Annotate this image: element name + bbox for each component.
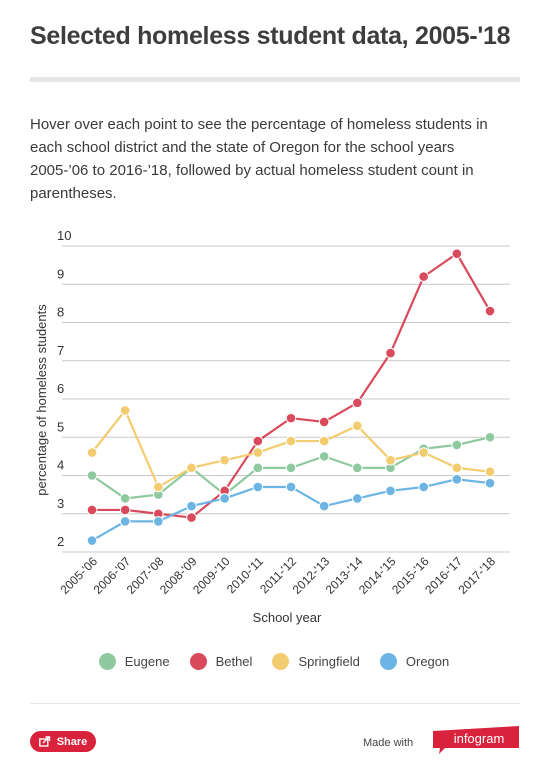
data-point-bethel[interactable] (86, 504, 98, 516)
data-point-eugene[interactable] (451, 439, 463, 451)
legend-label: Eugene (124, 654, 170, 669)
data-point-springfield[interactable] (186, 462, 197, 474)
data-point-bethel[interactable] (352, 397, 363, 409)
title-divider (30, 77, 520, 82)
data-point-bethel[interactable] (385, 347, 396, 359)
legend-label: Springfield (298, 654, 360, 669)
y-tick-label: 7 (57, 343, 64, 358)
series-lines (91, 252, 491, 542)
data-point-springfield[interactable] (352, 420, 363, 432)
legend-label: Bethel (215, 654, 253, 669)
data-point-springfield[interactable] (153, 481, 164, 493)
data-point-springfield[interactable] (484, 466, 496, 477)
x-axis-ticks: 2005-'062006-'072007-'082008-'092009-'10… (57, 554, 498, 597)
data-point-springfield[interactable] (119, 405, 131, 416)
infogram-logo[interactable]: infogram (433, 726, 521, 754)
series-line-bethel (92, 252, 491, 519)
y-tick-label: 2 (57, 534, 64, 549)
data-point-eugene[interactable] (318, 451, 330, 462)
chart-legend: Eugene Bethel Springfield Oregon (0, 653, 548, 670)
data-point-eugene[interactable] (252, 462, 264, 474)
data-point-springfield[interactable] (86, 447, 98, 458)
series-points (86, 248, 496, 546)
chart-description: Hover over each point to see the percent… (30, 116, 488, 202)
data-point-oregon[interactable] (119, 516, 131, 527)
share-button[interactable]: Share (30, 731, 96, 752)
data-point-eugene[interactable] (119, 493, 131, 504)
data-point-oregon[interactable] (352, 493, 363, 504)
data-point-oregon[interactable] (318, 500, 330, 512)
y-tick-label: 3 (57, 496, 64, 511)
data-point-bethel[interactable] (186, 512, 197, 523)
data-point-oregon[interactable] (219, 493, 230, 504)
data-point-bethel[interactable] (318, 416, 330, 428)
data-point-springfield[interactable] (418, 447, 429, 458)
data-point-oregon[interactable] (418, 481, 429, 493)
legend-item-springfield[interactable]: Springfield (272, 653, 360, 670)
y-tick-label: 8 (57, 305, 64, 320)
data-point-bethel[interactable] (484, 305, 496, 317)
y-tick-label: 5 (57, 419, 64, 434)
data-point-oregon[interactable] (285, 481, 297, 493)
x-tick-label: 2009-'10 (190, 554, 233, 597)
legend-label: Oregon (405, 654, 450, 669)
chart-grid (62, 245, 510, 553)
legend-item-bethel[interactable]: Bethel (189, 653, 253, 670)
y-tick-label: 4 (57, 458, 64, 473)
line-chart: 2 3 4 5 6 7 8 9 10 2005-'062006-'072007-'082008-… (34, 228, 510, 625)
chart-title: Selected homeless student data, 2005-'18 (30, 22, 511, 50)
data-point-bethel[interactable] (418, 271, 429, 282)
data-point-eugene[interactable] (86, 470, 98, 481)
data-point-springfield[interactable] (219, 454, 230, 466)
data-point-springfield[interactable] (318, 435, 330, 447)
legend-item-eugene[interactable]: Eugene (98, 653, 170, 670)
legend-swatch (272, 653, 290, 670)
data-point-springfield[interactable] (451, 462, 463, 474)
legend-item-oregon[interactable]: Oregon (379, 653, 450, 670)
data-point-bethel[interactable] (119, 504, 131, 516)
y-axis-ticks: 2 3 4 5 6 7 8 9 10 (57, 228, 71, 549)
data-point-oregon[interactable] (451, 474, 463, 485)
data-point-oregon[interactable] (484, 477, 496, 489)
legend-swatch (189, 653, 207, 670)
legend-swatch (98, 653, 116, 670)
data-point-bethel[interactable] (285, 412, 297, 424)
data-point-oregon[interactable] (186, 500, 197, 512)
data-point-springfield[interactable] (252, 447, 264, 458)
x-tick-label: 2017-'18 (455, 554, 498, 597)
y-tick-label: 9 (57, 266, 64, 281)
data-point-oregon[interactable] (86, 535, 98, 546)
y-tick-label: 6 (57, 381, 64, 396)
share-button-label: Share (56, 735, 88, 748)
data-point-eugene[interactable] (352, 462, 363, 474)
data-point-springfield[interactable] (285, 435, 297, 447)
data-point-oregon[interactable] (385, 485, 396, 497)
data-point-springfield[interactable] (385, 454, 396, 466)
infogram-logo-text: infogram (454, 731, 505, 746)
legend-swatch (379, 653, 397, 670)
data-point-oregon[interactable] (153, 516, 164, 527)
data-point-oregon[interactable] (252, 481, 264, 493)
data-point-bethel[interactable] (451, 248, 463, 259)
x-axis-label: School year (253, 610, 322, 625)
y-tick-label: 10 (57, 228, 71, 243)
share-icon (38, 736, 50, 747)
data-point-eugene[interactable] (285, 462, 297, 474)
made-with-text: Made with (363, 737, 414, 749)
footer-divider (30, 703, 520, 704)
data-point-eugene[interactable] (484, 431, 496, 443)
y-axis-label: percentage of homeless students (34, 304, 49, 496)
data-point-bethel[interactable] (252, 435, 264, 447)
